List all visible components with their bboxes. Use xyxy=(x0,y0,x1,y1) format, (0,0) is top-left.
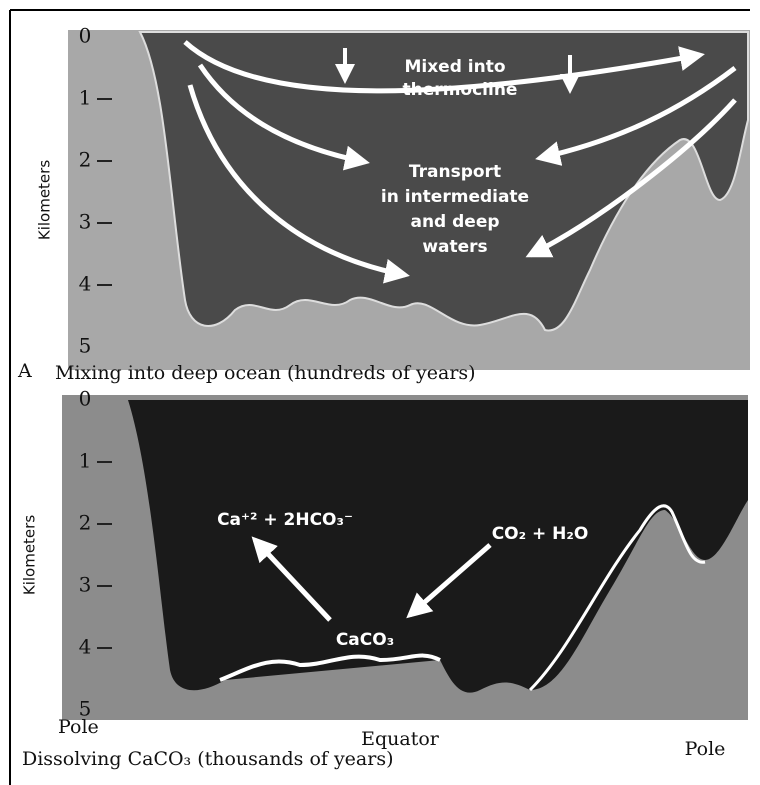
seafloor-line xyxy=(528,504,706,692)
reactant-arrow xyxy=(406,543,492,619)
ticks: 0 1 2 3 4 5 xyxy=(79,24,112,358)
tick-label: 4 xyxy=(79,272,92,296)
annotation: Transport xyxy=(409,162,501,182)
annotation: in intermediate xyxy=(381,187,529,207)
annotation: Mixed into xyxy=(404,57,505,77)
x-label: Equator xyxy=(361,728,440,750)
ocean-basin xyxy=(128,400,748,693)
axis-label: Kilometers xyxy=(21,515,39,595)
tick-label: 0 xyxy=(79,24,92,48)
reactants: CO₂ + H₂O xyxy=(492,524,589,544)
tick-label: 5 xyxy=(79,697,92,721)
tick-label: 4 xyxy=(79,635,92,659)
sediment-line xyxy=(219,653,441,682)
panel-label: A xyxy=(17,360,32,382)
annotation: and deep xyxy=(410,212,499,232)
tick-label: 1 xyxy=(79,86,92,110)
caption: Dissolving CaCO₃ (thousands of years) xyxy=(22,748,394,770)
annotation: waters xyxy=(422,237,487,257)
x-label: Pole xyxy=(58,716,99,738)
tick-label: 2 xyxy=(79,511,92,535)
deep-arrow xyxy=(187,84,410,284)
annotation: thermocline xyxy=(403,80,518,100)
ticks: 0 1 2 3 4 5 xyxy=(79,387,112,721)
deep-arrow xyxy=(525,98,737,258)
dissolve-arrow xyxy=(251,536,332,622)
caption: Mixing into deep ocean (hundreds of year… xyxy=(55,362,476,384)
tick-label: 3 xyxy=(79,210,92,234)
axis-label: Kilometers xyxy=(36,160,54,240)
tick-label: 3 xyxy=(79,573,92,597)
transport-arrow xyxy=(197,63,370,171)
tick-label: 2 xyxy=(79,148,92,172)
tick-label: 0 xyxy=(79,387,92,411)
tick-label: 1 xyxy=(79,449,92,473)
tick-label: 5 xyxy=(79,334,92,358)
sediment: CaCO₃ xyxy=(336,630,394,650)
products: Ca⁺² + 2HCO₃⁻ xyxy=(217,510,353,530)
transport-arrow xyxy=(535,66,737,166)
x-label: Pole xyxy=(685,738,726,760)
thermocline-arrow xyxy=(183,40,705,94)
